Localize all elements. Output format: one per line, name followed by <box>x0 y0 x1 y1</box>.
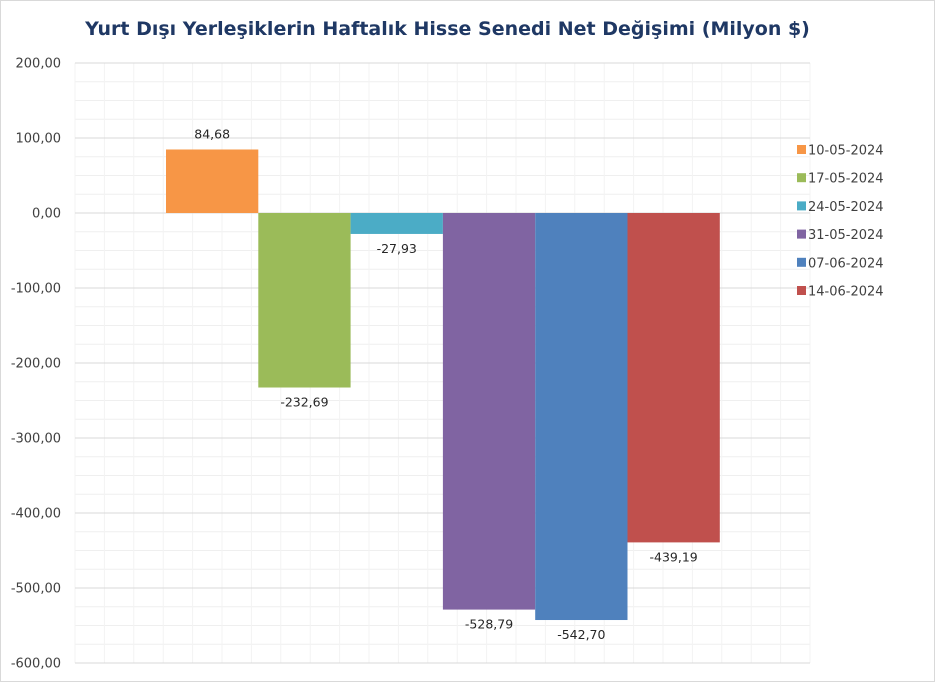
y-axis-labels: 200,00 100,00 0,00 -100,00 -200,00 -300,00 -40… <box>11 57 61 672</box>
bar-07-06-2024 <box>535 213 628 621</box>
bars <box>166 149 720 621</box>
y-tick-label: -300,00 <box>11 432 61 447</box>
bar-31-05-2024 <box>442 213 536 610</box>
data-label: -542,70 <box>557 627 605 642</box>
y-tick-label: -400,00 <box>11 507 61 522</box>
y-tick-label: 100,00 <box>16 132 62 147</box>
y-tick-label: -200,00 <box>11 357 61 372</box>
y-tick-label: 0,00 <box>32 207 61 222</box>
data-label: -528,79 <box>465 617 513 632</box>
legend-swatch <box>797 145 806 154</box>
legend-label: 31-05-2024 <box>808 228 884 243</box>
legend-label: 14-06-2024 <box>808 285 884 300</box>
data-label: 84,68 <box>194 126 230 141</box>
y-tick-label: -500,00 <box>11 582 61 597</box>
bar-14-06-2024 <box>627 213 720 543</box>
bar-17-05-2024 <box>258 213 351 388</box>
chart-title: Yurt Dışı Yerleşiklerin Haftalık Hisse S… <box>85 18 810 40</box>
legend-label: 17-05-2024 <box>808 172 884 187</box>
data-label: -27,93 <box>377 241 417 256</box>
y-tick-label: -100,00 <box>11 282 61 297</box>
legend-label: 07-06-2024 <box>808 256 884 271</box>
data-labels: 84,68 -232,69 -27,93 -528,79 -542,70 -439,19 <box>194 126 698 642</box>
legend: 10-05-2024 17-05-2024 24-05-2024 31-05-2024… <box>797 144 884 300</box>
legend-swatch <box>797 201 806 211</box>
legend-label: 10-05-2024 <box>808 144 884 159</box>
y-tick-label: -600,00 <box>11 657 61 672</box>
data-label: -232,69 <box>280 395 328 410</box>
y-tick-label: 200,00 <box>16 57 62 72</box>
legend-swatch <box>797 229 806 239</box>
bar-10-05-2024 <box>166 149 259 213</box>
legend-swatch <box>797 173 806 183</box>
legend-swatch <box>797 286 806 295</box>
data-label: -439,19 <box>650 549 698 564</box>
bar-24-05-2024 <box>350 213 443 234</box>
legend-label: 24-05-2024 <box>808 200 884 215</box>
legend-swatch <box>797 257 806 267</box>
